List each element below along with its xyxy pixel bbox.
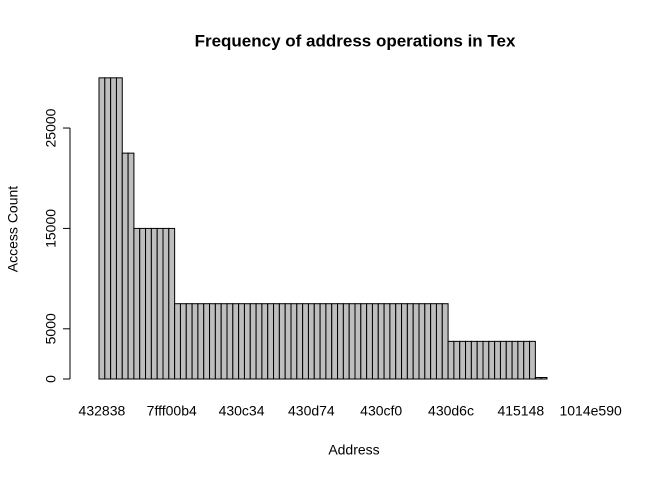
bar	[127, 152, 135, 380]
x-tick-label: 415148	[497, 403, 544, 419]
bar	[406, 303, 414, 380]
chart-title: Frequency of address operations in Tex	[195, 31, 516, 50]
bar	[424, 303, 432, 380]
bar	[441, 303, 449, 380]
bar	[401, 303, 408, 380]
x-tick-label: 7fff00b4	[147, 403, 197, 419]
bar	[488, 340, 496, 380]
bar	[214, 303, 222, 380]
bar	[191, 303, 199, 380]
bar	[255, 303, 263, 380]
bar	[313, 303, 321, 380]
bar	[331, 303, 339, 380]
bar	[348, 303, 356, 380]
bar	[482, 340, 490, 380]
bar	[453, 340, 461, 380]
bar	[360, 303, 368, 380]
bar	[319, 303, 327, 380]
bar	[342, 303, 350, 380]
bar	[470, 340, 478, 380]
bar	[115, 77, 123, 380]
bar	[121, 152, 129, 380]
x-tick-label: 1014e590	[559, 403, 622, 419]
bar	[290, 303, 298, 380]
bar	[534, 376, 542, 380]
y-tick-label: 15000	[43, 209, 59, 248]
x-axis-label: Address	[328, 442, 379, 458]
bar	[383, 303, 391, 380]
bar	[220, 303, 228, 380]
bar	[529, 340, 536, 380]
x-tick-label: 432838	[79, 403, 126, 419]
bar	[476, 340, 484, 380]
bar	[249, 303, 257, 380]
bar	[296, 303, 304, 380]
bar	[377, 303, 385, 380]
bar	[203, 303, 211, 380]
bar	[325, 303, 333, 380]
bar	[523, 340, 531, 380]
x-tick-label: 430d6c	[428, 403, 474, 419]
bar	[98, 77, 106, 380]
bar	[284, 303, 292, 380]
y-axis-label: Access Count	[5, 186, 21, 272]
bar	[185, 303, 193, 380]
bar	[499, 340, 507, 380]
x-tick-label: 430d74	[288, 403, 335, 419]
bar	[139, 227, 147, 380]
bar	[517, 340, 525, 380]
bar	[150, 227, 158, 380]
bar	[278, 303, 286, 380]
bar	[447, 340, 455, 380]
bar	[168, 227, 176, 380]
bar	[267, 303, 275, 380]
bar	[337, 303, 344, 380]
bar	[389, 303, 397, 380]
bar	[133, 227, 141, 380]
bar	[354, 303, 362, 380]
bar	[261, 303, 269, 380]
bar	[179, 303, 187, 380]
bar	[232, 303, 240, 380]
bar	[273, 303, 280, 380]
bar	[430, 303, 437, 380]
bar	[302, 303, 309, 380]
bar	[511, 340, 519, 380]
y-tick-label: 25000	[43, 108, 59, 147]
bar	[412, 303, 420, 380]
bar	[494, 340, 501, 380]
bar	[174, 303, 181, 380]
x-tick-label: 430c34	[219, 403, 265, 419]
bar	[209, 303, 216, 380]
bar	[197, 303, 205, 380]
bar	[156, 227, 164, 380]
bar	[162, 227, 170, 380]
bar	[238, 303, 245, 380]
bar	[540, 376, 548, 380]
bar	[110, 77, 117, 380]
x-tick-label: 430cf0	[360, 403, 402, 419]
bar	[226, 303, 234, 380]
y-tick-label: 0	[43, 375, 59, 383]
bar	[104, 77, 112, 380]
bar	[366, 303, 373, 380]
bar	[418, 303, 426, 380]
bar	[465, 340, 472, 380]
bar	[307, 303, 315, 380]
y-tick-label: 5000	[43, 313, 59, 344]
bar	[243, 303, 251, 380]
bar	[371, 303, 379, 380]
bar	[505, 340, 513, 380]
bar	[145, 227, 152, 380]
bar	[435, 303, 443, 380]
bar	[395, 303, 403, 380]
bar	[459, 340, 467, 380]
